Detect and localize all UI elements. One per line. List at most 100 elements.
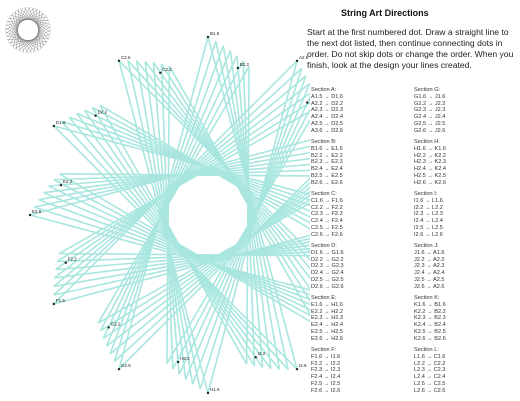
direction: G2.6 → J2.6 [414,127,446,134]
section: Section K: K1.6 → B1.6 K2.2 → B2.2 K2.3 → B… [414,295,512,343]
dot [295,367,299,371]
dot [28,213,32,217]
direction: L2.3 → C2.3 [414,367,446,374]
string-line [172,107,310,370]
dot-label: E2.6 [32,209,42,214]
direction: H2.3 → K2.3 [414,159,447,166]
dot [52,124,56,128]
dot-label: D1.6 [56,120,66,125]
direction: D2.4 → G2.4 [311,270,344,277]
dot [117,59,121,63]
section-title: Section D: [311,243,337,249]
string-line [48,163,310,187]
section: Section F: F1.6 → I1.6 F2.2 → I2.2 F2.3 → I… [311,347,409,395]
string-line [178,95,310,375]
direction: H2.6 → K2.6 [414,179,447,186]
string-line [152,62,310,291]
section-title: Section I: [414,191,438,197]
string-line [59,173,310,323]
direction: G2.5 → J2.5 [414,120,446,127]
dot-label: H2.2 [180,356,190,361]
dot-label: G2.6 [121,363,131,368]
dot-label: B2.2 [240,62,250,67]
direction: L2.6 → C2.6 [414,387,446,394]
dot [206,35,210,39]
dot-label: B1.6 [210,31,220,36]
dot-label: C2.6 [121,55,131,60]
string-line [91,106,310,224]
string-line [102,55,238,339]
section: Section E: E1.6 → H1.6 E2.2 → H2.2 E2.3 → H… [311,295,409,343]
dot-label: I2.6 [299,363,307,368]
section: Section A: A1.5 → D1.6 A2.2 → D2.2 A2.3 → D… [311,87,409,135]
direction: L2.4 → C2.4 [414,374,446,381]
direction: K2.2 → B2.2 [414,308,446,315]
dot-label: I2.2 [258,351,266,356]
direction: I1.6 → L1.6 [414,197,443,204]
direction: F2.4 → I2.4 [311,374,341,381]
string-line [97,202,310,324]
direction: A2.5 → D2.5 [311,120,344,127]
string-line [55,247,310,271]
dot [159,71,162,74]
dot [117,367,121,371]
dot-label: D2.2 [98,110,108,115]
string-line [99,104,248,365]
dot-label: H1.6 [210,387,220,392]
dot [107,326,110,329]
dot [306,101,309,104]
thumb-line [17,25,51,51]
direction: J2.4 → A2.4 [414,270,445,277]
direction: E2.6 → H2.6 [311,335,344,342]
section: Section I: I1.6 → L1.6 I2.2 → L2.2 I2.3 → L… [414,191,512,239]
string-line [58,252,310,257]
section: Section J: J1.6 → A1.6 J2.2 → A2.2 J2.3 → A… [414,243,512,291]
direction: G2.4 → J2.4 [414,114,446,121]
direction: E2.2 → H2.2 [311,308,344,315]
direction: J2.6 → A2.6 [414,283,445,290]
direction: B2.4 → E2.4 [311,166,343,173]
section: Section L: L1.6 → C1.6 L2.2 → C2.2 L2.3 → C… [414,347,512,395]
string-line [99,104,310,230]
dot [236,66,240,70]
dot [295,59,299,63]
direction: H2.5 → K2.5 [414,172,447,179]
section-title: Section A: [311,87,337,93]
string-line [100,198,310,332]
direction: K2.4 → B2.4 [414,322,446,329]
direction: K1.6 → B1.6 [414,301,446,308]
string-line [56,251,310,263]
direction: A1.5 → D1.6 [311,93,344,100]
string-line [236,55,264,368]
dot [64,261,67,264]
string-line [160,63,174,370]
title: String Art Directions [341,8,429,18]
direction: G2.2 → J2.2 [414,100,446,107]
direction: I2.2 → L2.2 [414,204,443,211]
string-line [53,179,310,317]
instructions: Start at the first numbered dot. Draw a … [307,27,514,70]
direction: B2.2 → E2.2 [311,152,343,159]
dot-label: G2.2 [111,321,121,326]
direction: E2.5 → H2.5 [311,328,344,335]
dot-label: F2.2 [68,257,78,262]
direction: L2.5 → C2.5 [414,380,446,387]
direction: H1.6 → K1.6 [414,145,447,152]
direction: G1.6 → J1.6 [414,93,446,100]
dot [59,183,63,187]
section-title: Section C: [311,191,337,197]
string-line [152,62,180,375]
dot [52,302,56,306]
dot-label: E2.2 [63,179,73,184]
section-title: Section H: [414,139,440,145]
string-line [97,66,250,324]
direction: E1.6 → H1.6 [311,301,344,308]
string-line [166,65,171,364]
direction: C2.2 → F2.2 [311,204,343,211]
direction: E2.4 → H2.4 [311,322,344,329]
string-line [102,194,310,340]
section-title: Section K: [414,295,440,301]
direction: D2.3 → G2.3 [311,263,344,270]
direction: C2.4 → F2.4 [311,218,343,225]
direction: B1.6 → E1.6 [311,145,343,152]
